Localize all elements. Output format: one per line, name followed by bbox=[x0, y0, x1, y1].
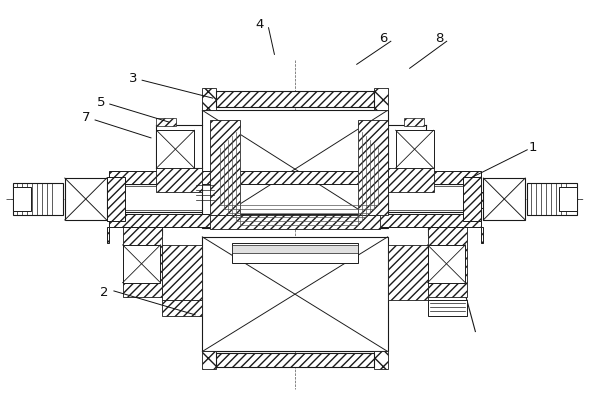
Bar bbox=[123, 227, 162, 297]
Bar bbox=[559, 187, 577, 211]
Bar bbox=[13, 187, 31, 211]
Bar bbox=[428, 227, 467, 297]
Bar bbox=[107, 192, 109, 208]
Bar bbox=[202, 352, 217, 369]
Bar bbox=[527, 183, 577, 215]
Bar bbox=[388, 245, 428, 300]
Text: 8: 8 bbox=[435, 32, 443, 45]
Bar bbox=[65, 178, 107, 220]
Bar bbox=[107, 177, 124, 221]
Text: 7: 7 bbox=[82, 111, 90, 124]
Bar bbox=[217, 354, 373, 367]
Bar bbox=[210, 120, 240, 215]
Bar bbox=[217, 91, 373, 107]
Bar bbox=[107, 227, 109, 243]
Text: 6: 6 bbox=[379, 32, 388, 45]
Text: 1: 1 bbox=[529, 141, 537, 154]
Bar bbox=[156, 118, 176, 126]
Bar bbox=[202, 110, 388, 228]
Bar bbox=[358, 120, 388, 215]
Bar bbox=[481, 227, 483, 243]
Bar bbox=[396, 130, 434, 168]
Bar bbox=[483, 178, 525, 220]
Bar bbox=[217, 91, 373, 107]
Bar bbox=[210, 215, 380, 229]
Bar bbox=[162, 300, 202, 316]
Bar bbox=[162, 245, 202, 300]
Bar bbox=[373, 89, 388, 110]
Bar bbox=[114, 184, 476, 212]
Bar bbox=[428, 245, 466, 283]
Bar bbox=[202, 89, 217, 110]
Bar bbox=[404, 118, 424, 126]
Text: 2: 2 bbox=[100, 286, 108, 299]
Bar bbox=[232, 245, 358, 253]
Bar bbox=[373, 352, 388, 369]
Bar bbox=[388, 168, 434, 192]
Bar bbox=[217, 354, 373, 367]
Bar bbox=[428, 300, 467, 316]
Text: 5: 5 bbox=[97, 96, 105, 109]
Text: 4: 4 bbox=[255, 18, 264, 31]
Bar bbox=[232, 243, 358, 263]
Bar bbox=[13, 183, 63, 215]
Bar bbox=[156, 168, 202, 192]
Bar bbox=[156, 130, 194, 168]
Bar bbox=[109, 214, 481, 227]
Bar bbox=[202, 237, 388, 352]
Text: 3: 3 bbox=[129, 72, 137, 85]
Bar bbox=[109, 171, 481, 184]
Bar bbox=[481, 192, 483, 208]
Bar bbox=[123, 245, 160, 283]
Bar bbox=[463, 177, 481, 221]
Bar bbox=[119, 186, 471, 210]
